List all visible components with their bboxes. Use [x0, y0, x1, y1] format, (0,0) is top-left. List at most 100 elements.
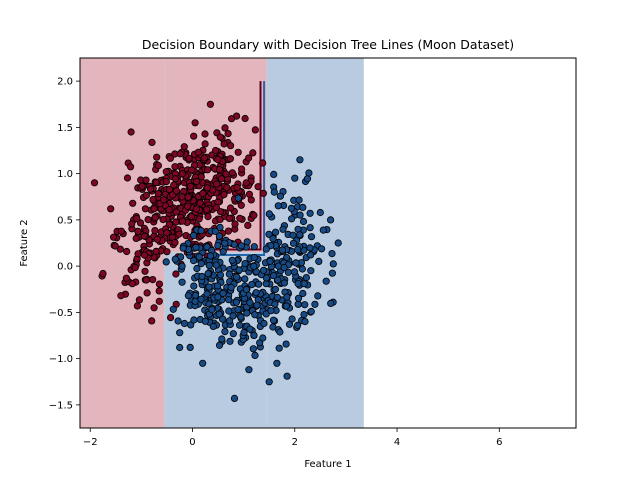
data-point-class-1	[322, 277, 330, 285]
x-tick-label: 2	[292, 437, 298, 448]
data-point-class-1	[203, 243, 211, 251]
data-point-class-0	[199, 189, 207, 197]
data-point-class-1	[250, 262, 258, 270]
y-tick-label: 1.5	[57, 123, 73, 134]
data-point-class-1	[307, 233, 316, 241]
data-point-class-0	[211, 146, 220, 155]
data-point-class-1	[276, 192, 284, 200]
data-point-class-1	[246, 299, 254, 307]
y-axis-ticks: −1.5 −1.0 −0.5 0.0 0.5 1.0 1.5 2.0	[49, 77, 80, 411]
data-point-class-0	[234, 148, 242, 156]
data-point-class-1	[283, 372, 291, 380]
data-point-class-1	[315, 257, 323, 265]
data-point-class-1	[300, 280, 308, 288]
data-point-class-1	[197, 295, 205, 303]
data-point-class-1	[262, 274, 270, 282]
data-point-class-1	[232, 298, 240, 306]
data-point-class-0	[231, 220, 239, 228]
data-point-class-1	[219, 315, 227, 323]
data-point-class-0	[142, 191, 150, 199]
data-point-class-1	[270, 188, 278, 196]
data-point-class-1	[214, 293, 222, 301]
data-point-class-0	[203, 184, 211, 192]
x-tick-label: −2	[83, 437, 98, 448]
data-point-class-1	[275, 344, 283, 352]
data-point-class-1	[251, 351, 259, 359]
data-point-class-0	[152, 178, 160, 187]
data-point-class-0	[159, 216, 167, 224]
data-point-class-0	[152, 247, 160, 255]
data-point-class-1	[282, 302, 290, 310]
data-point-class-1	[219, 248, 227, 256]
data-point-class-1	[242, 285, 250, 294]
data-point-class-0	[206, 100, 214, 108]
data-point-class-1	[184, 292, 192, 300]
data-point-class-1	[241, 275, 249, 283]
data-point-class-1	[270, 272, 278, 280]
data-point-class-0	[250, 211, 258, 219]
data-point-class-1	[282, 340, 290, 348]
data-point-class-1	[248, 280, 256, 289]
data-point-class-0	[221, 124, 229, 132]
data-point-class-1	[271, 285, 279, 293]
data-point-class-1	[326, 216, 335, 224]
data-point-class-0	[217, 208, 225, 216]
data-point-class-1	[221, 239, 229, 247]
data-point-class-1	[190, 282, 198, 290]
data-point-class-1	[265, 230, 273, 238]
data-point-class-1	[314, 292, 322, 300]
data-point-class-1	[251, 311, 259, 319]
data-point-class-0	[141, 267, 149, 275]
data-point-class-0	[138, 182, 146, 190]
data-point-class-0	[133, 302, 141, 310]
data-point-class-0	[134, 250, 142, 258]
data-point-class-0	[245, 190, 253, 198]
data-point-class-1	[260, 319, 268, 328]
data-point-class-0	[241, 114, 249, 123]
data-point-class-1	[253, 301, 261, 309]
data-point-class-0	[186, 182, 195, 190]
data-point-class-0	[237, 201, 245, 209]
x-axis-label: Feature 1	[304, 459, 351, 470]
data-point-class-0	[172, 187, 180, 195]
data-point-class-1	[233, 273, 241, 281]
data-point-class-0	[151, 213, 159, 222]
data-point-class-1	[171, 255, 179, 263]
data-point-class-1	[294, 300, 302, 308]
data-point-class-1	[214, 242, 222, 250]
data-point-class-1	[206, 252, 214, 260]
data-point-class-1	[216, 271, 225, 279]
data-point-class-1	[296, 211, 304, 219]
data-point-class-1	[176, 343, 184, 352]
data-point-class-1	[285, 320, 294, 328]
data-point-class-1	[278, 246, 286, 254]
data-point-class-1	[294, 279, 302, 288]
data-point-class-0	[222, 170, 230, 178]
data-point-class-1	[299, 289, 307, 298]
data-point-class-1	[250, 331, 258, 339]
data-point-class-0	[172, 270, 180, 278]
data-point-class-0	[171, 163, 179, 171]
data-point-class-1	[250, 254, 258, 262]
plot-frame	[79, 57, 577, 429]
data-point-class-0	[127, 163, 135, 171]
data-point-class-0	[140, 232, 148, 240]
data-point-class-0	[160, 196, 168, 204]
data-point-class-1	[190, 316, 198, 324]
data-point-class-1	[211, 227, 219, 235]
data-point-class-0	[165, 185, 173, 194]
data-point-class-1	[162, 258, 170, 266]
data-point-class-1	[245, 366, 253, 374]
data-point-class-0	[107, 205, 115, 213]
data-point-class-1	[290, 268, 299, 276]
data-point-class-0	[216, 133, 224, 141]
data-point-class-1	[193, 264, 201, 273]
data-point-class-1	[274, 276, 282, 284]
data-point-class-1	[225, 317, 234, 325]
data-point-class-0	[155, 297, 163, 305]
data-point-class-0	[155, 287, 163, 295]
data-point-class-1	[267, 307, 275, 315]
data-point-class-0	[192, 177, 201, 186]
data-point-class-0	[172, 208, 180, 216]
data-point-class-0	[225, 214, 233, 222]
